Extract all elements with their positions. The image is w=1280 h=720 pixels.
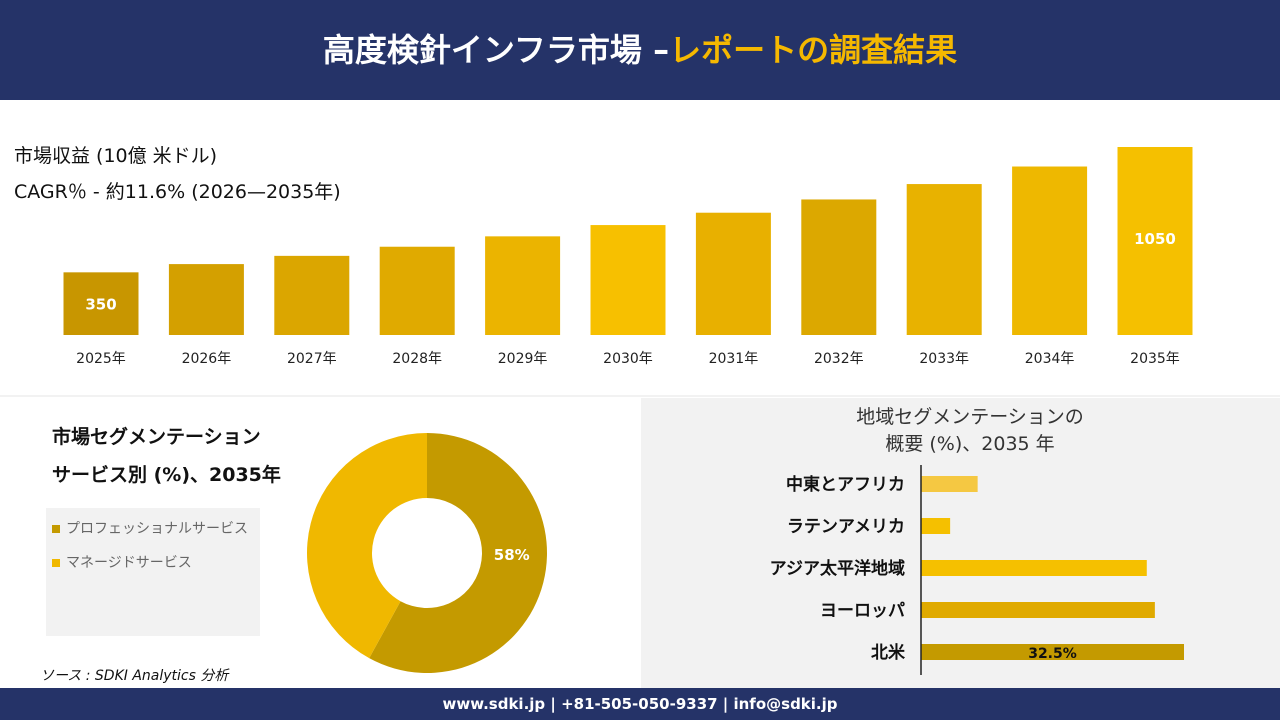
bar	[906, 184, 982, 335]
bar	[485, 236, 561, 335]
bar	[1012, 166, 1088, 335]
header-bar	[0, 0, 1280, 100]
source: ソース : SDKI Analytics 分析	[40, 668, 229, 684]
bar	[921, 476, 978, 492]
value-label: 58%	[494, 546, 530, 564]
donut-segment	[369, 433, 548, 673]
x-tick-label: 2025年	[76, 351, 126, 367]
legend-label: プロフェッショナルサービス	[66, 521, 248, 537]
chart-title: 市場収益 (10億 米ドル)	[14, 145, 218, 167]
x-tick-label: 2028年	[392, 351, 442, 367]
x-tick-label: 2031年	[709, 351, 759, 367]
legend-swatch	[52, 525, 60, 533]
chart-subtitle: CAGR％ - 約11.6% (2026—2035年)	[14, 181, 341, 203]
x-tick-label: 2033年	[919, 351, 969, 367]
y-tick-label: ラテンアメリカ	[787, 517, 905, 537]
x-tick-label: 2026年	[182, 351, 232, 367]
title-highlight: レポートの調査結果	[669, 31, 958, 69]
header-title: 高度検針インフラ市場 –レポートの調査結果	[0, 0, 1280, 100]
bar	[921, 602, 1155, 618]
bar	[801, 199, 877, 335]
x-tick-label: 2034年	[1025, 351, 1075, 367]
donut-titles: 市場セグメンテーション サービス別 (%)、2035年	[52, 418, 281, 494]
chart-title: 地域セグメンテーションの	[856, 406, 1084, 428]
legend: プロフェッショナルサービス マネージドサービス	[46, 508, 260, 636]
donut-segment	[307, 433, 427, 659]
x-tick-label: 2030年	[603, 351, 653, 367]
legend-item: マネージドサービス	[52, 550, 254, 576]
bar	[590, 225, 666, 335]
chart-title: 概要 (%)、2035 年	[885, 433, 1055, 455]
x-tick-label: 2027年	[287, 351, 337, 367]
bar	[695, 212, 771, 335]
panel-right	[641, 398, 1280, 688]
legend-item: プロフェッショナルサービス	[52, 516, 254, 542]
bar	[921, 518, 951, 534]
chart-title: サービス別 (%)、2035年	[52, 464, 281, 486]
bar	[168, 264, 244, 335]
legend-swatch	[52, 559, 60, 567]
hbar-titles: 地域セグメンテーションの 概要 (%)、2035 年	[760, 404, 1180, 458]
y-tick-label: アジア太平洋地域	[770, 558, 905, 579]
footer: www.sdki.jp | +81-505-050-9337 | info@sd…	[442, 695, 838, 713]
value-label: 1050	[1134, 230, 1176, 248]
bar	[1117, 147, 1193, 335]
y-tick-label: 中東とアフリカ	[786, 474, 905, 495]
legend-label: マネージドサービス	[66, 555, 192, 571]
bar	[63, 272, 139, 335]
title-main: 高度検針インフラ市場 –	[322, 31, 670, 69]
chart-title: 市場セグメンテーション	[52, 426, 261, 448]
bar	[274, 255, 350, 335]
y-tick-label: ヨーロッパ	[820, 601, 905, 621]
bar	[921, 644, 1184, 660]
y-tick-label: 北米	[871, 642, 906, 663]
bar	[921, 560, 1147, 576]
x-tick-label: 2032年	[814, 351, 864, 367]
footer-bar	[0, 688, 1280, 720]
value-label: 350	[85, 296, 116, 314]
x-tick-label: 2035年	[1130, 351, 1180, 367]
x-tick-label: 2029年	[498, 351, 548, 367]
bar	[379, 246, 455, 335]
value-label: 32.5%	[1028, 646, 1077, 662]
bar-titles: 市場収益 (10億 米ドル) CAGR％ - 約11.6% (2026—2035…	[14, 138, 341, 210]
